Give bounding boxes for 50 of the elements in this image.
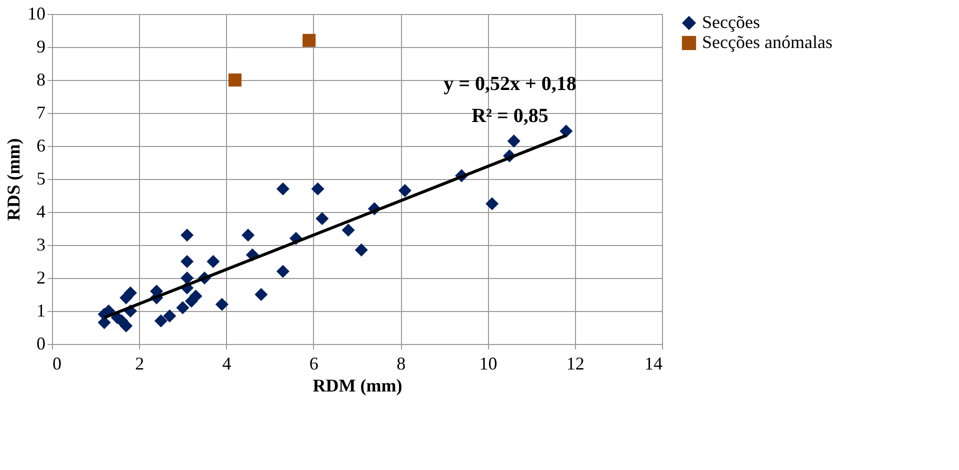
point — [276, 264, 290, 278]
x-tick-label: 8 — [396, 354, 406, 374]
x-axis-title: RDM (mm) — [312, 376, 402, 396]
point — [560, 124, 573, 138]
point — [180, 254, 194, 268]
y-tick-label: 5 — [36, 168, 46, 188]
x-tick-label: 0 — [52, 354, 62, 374]
y-tick-label: 7 — [36, 102, 46, 122]
point — [180, 271, 194, 285]
point — [302, 34, 316, 47]
point — [180, 228, 194, 242]
point — [276, 182, 290, 196]
y-tick-label: 1 — [36, 300, 46, 320]
x-tick-label: 6 — [309, 354, 318, 374]
point — [242, 228, 255, 242]
annotation: y = 0,52x + 0,18 — [444, 73, 576, 95]
y-tick-label: 4 — [36, 202, 46, 222]
point — [215, 298, 228, 311]
y-tick-label: 10 — [28, 4, 46, 24]
legend-label: Secções — [702, 12, 760, 32]
y-tick-label: 0 — [36, 334, 46, 354]
y-tick-label: 8 — [36, 70, 46, 90]
legend-label: Secções anómalas — [702, 32, 832, 52]
y-tick-label: 2 — [36, 268, 46, 288]
point — [507, 134, 520, 148]
annotation: R² = 0,85 — [472, 105, 548, 127]
point — [228, 73, 242, 87]
point — [189, 290, 202, 303]
point — [124, 286, 137, 300]
point — [120, 319, 133, 332]
x-tick-label: 2 — [135, 354, 144, 374]
point — [342, 224, 355, 237]
point — [398, 184, 412, 198]
point — [163, 309, 176, 322]
point — [154, 314, 168, 328]
y-tick-label: 6 — [36, 136, 46, 156]
point — [311, 182, 324, 196]
point — [316, 212, 329, 226]
point — [254, 288, 268, 302]
y-tick-label: 3 — [36, 234, 46, 254]
point — [354, 243, 368, 256]
x-tick-label: 4 — [222, 354, 232, 374]
y-tick-label: 9 — [36, 36, 46, 56]
point — [176, 301, 190, 314]
point — [206, 254, 220, 268]
y-axis-title: RDS (mm) — [4, 138, 24, 221]
x-tick-label: 14 — [644, 354, 662, 374]
x-tick-label: 10 — [479, 354, 498, 374]
point — [486, 197, 499, 210]
x-tick-label: 12 — [566, 354, 584, 374]
